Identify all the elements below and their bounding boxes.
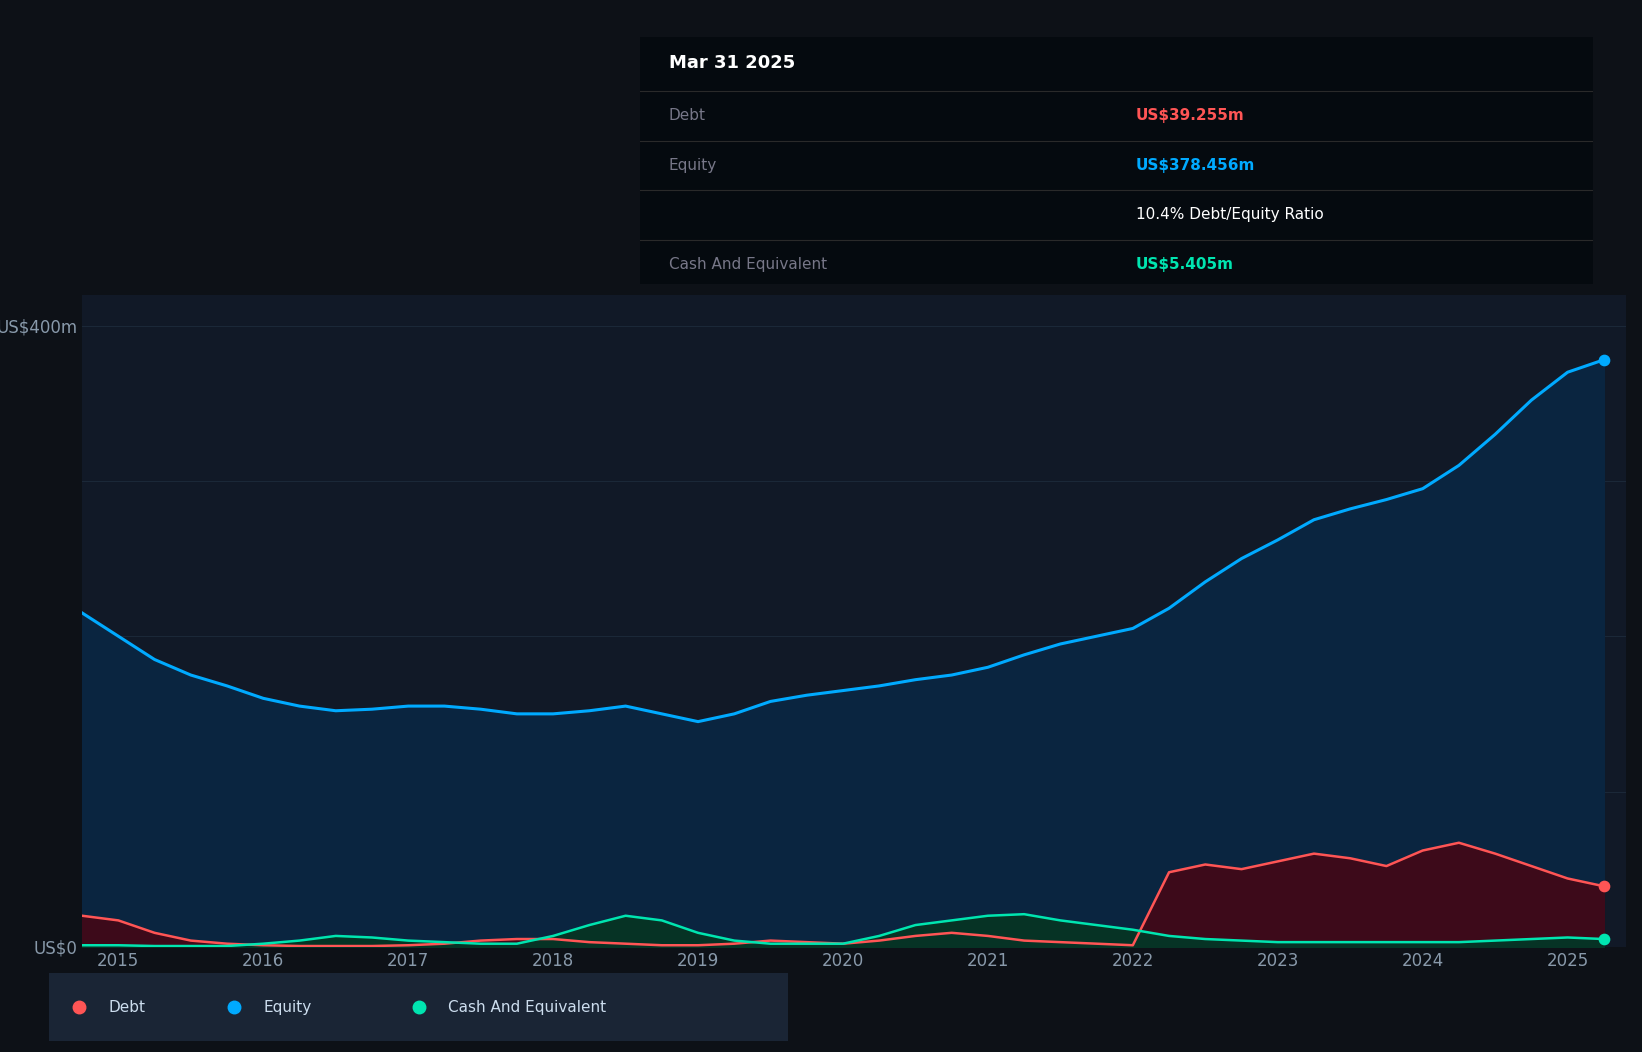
Text: Debt: Debt: [668, 108, 706, 123]
Point: [1591, 351, 1617, 368]
Text: 10.4% Debt/Equity Ratio: 10.4% Debt/Equity Ratio: [1136, 207, 1323, 222]
Text: US$39.255m: US$39.255m: [1136, 108, 1245, 123]
Text: US$378.456m: US$378.456m: [1136, 158, 1254, 173]
Text: US$5.405m: US$5.405m: [1136, 257, 1233, 271]
Text: Equity: Equity: [263, 999, 312, 1015]
Point: [1591, 931, 1617, 948]
Text: Debt: Debt: [108, 999, 146, 1015]
Text: Cash And Equivalent: Cash And Equivalent: [668, 257, 828, 271]
Point: [1591, 877, 1617, 894]
Text: Cash And Equivalent: Cash And Equivalent: [448, 999, 606, 1015]
Text: Mar 31 2025: Mar 31 2025: [668, 54, 795, 72]
Text: Equity: Equity: [668, 158, 718, 173]
